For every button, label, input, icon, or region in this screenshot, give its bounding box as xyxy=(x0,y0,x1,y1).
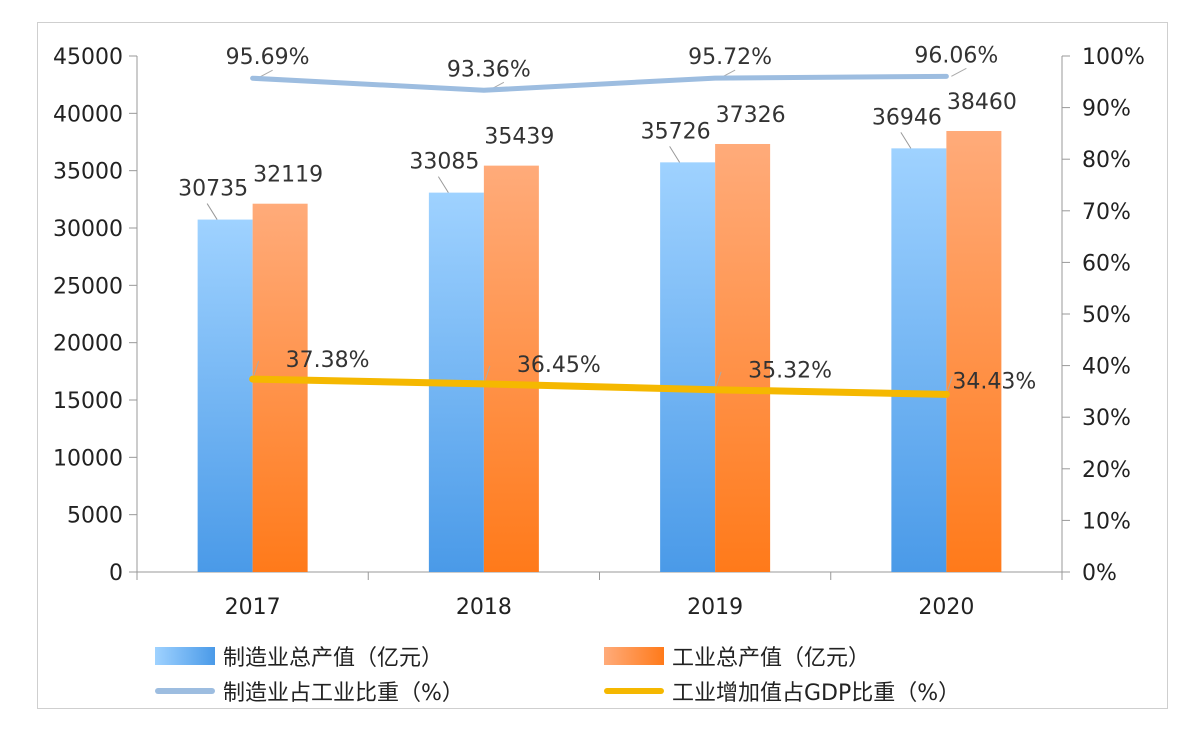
legend-item-gdp-share: 工业增加值占GDP比重（%） xyxy=(604,675,960,707)
left-tick-label: 15000 xyxy=(53,389,123,414)
bar-data-label: 38460 xyxy=(947,90,1017,115)
left-tick-label: 30000 xyxy=(53,217,123,242)
line-data-label: 34.43% xyxy=(952,369,1036,394)
left-tick-label: 0 xyxy=(109,561,123,586)
left-tick-label: 45000 xyxy=(53,45,123,70)
legend-label: 工业总产值（亿元） xyxy=(672,646,871,671)
line-gdp-share xyxy=(249,375,950,398)
legend-item-industrial-output: 工业总产值（亿元） xyxy=(604,640,870,672)
x-tick-label: 2020 xyxy=(918,595,974,620)
right-tick-label: 90% xyxy=(1082,97,1131,122)
bar-industrial-output xyxy=(715,143,771,573)
line-data-label: 36.45% xyxy=(517,353,601,378)
right-tick-label: 80% xyxy=(1082,148,1131,173)
bar-industrial-output xyxy=(946,130,1002,572)
bar-data-label: 33085 xyxy=(409,150,479,175)
right-tick-label: 10% xyxy=(1082,509,1131,534)
bar-data-label: 37326 xyxy=(716,103,786,128)
right-tick-label: 20% xyxy=(1082,458,1131,483)
bar-manufacturing-output xyxy=(660,162,716,573)
line-manufacturing-share xyxy=(250,73,949,93)
right-tick-label: 50% xyxy=(1082,303,1131,328)
right-tick-label: 70% xyxy=(1082,200,1131,225)
data-label-leader xyxy=(206,203,218,220)
line-data-label: 95.72% xyxy=(688,45,772,70)
bar-manufacturing-output xyxy=(197,219,253,572)
left-tick-label: 35000 xyxy=(53,160,123,185)
left-tick-label: 5000 xyxy=(67,504,123,529)
bar-industrial-output xyxy=(483,165,539,572)
legend-label: 制造业总产值（亿元） xyxy=(223,646,444,671)
bar-industrial-output xyxy=(252,203,308,572)
legend-label: 制造业占工业比重（%） xyxy=(223,681,464,706)
right-tick-label: 0% xyxy=(1082,561,1117,586)
legend-swatch-orange-bar xyxy=(604,647,664,665)
legend-swatch-blue-line xyxy=(155,688,215,694)
legend-label: 工业增加值占GDP比重（%） xyxy=(672,681,961,706)
line-data-label: 96.06% xyxy=(914,43,998,68)
x-tick-label: 2018 xyxy=(456,595,512,620)
data-label-leader xyxy=(437,176,449,193)
right-tick-label: 60% xyxy=(1082,251,1131,276)
right-tick-label: 40% xyxy=(1082,355,1131,380)
bar-data-label: 32119 xyxy=(253,163,323,188)
legend-swatch-yellow-line xyxy=(604,688,664,694)
line-data-label: 35.32% xyxy=(748,359,832,384)
bar-manufacturing-output xyxy=(891,148,947,572)
left-tick-label: 40000 xyxy=(53,102,123,127)
legend-item-manufacturing-output: 制造业总产值（亿元） xyxy=(155,640,443,672)
bar-data-label: 36946 xyxy=(872,105,942,130)
x-tick-label: 2019 xyxy=(687,595,743,620)
line-data-label: 95.69% xyxy=(226,45,310,70)
data-label-leader xyxy=(900,132,912,149)
legend-item-manufacturing-share: 制造业占工业比重（%） xyxy=(155,675,464,707)
left-tick-label: 25000 xyxy=(53,274,123,299)
right-tick-label: 30% xyxy=(1082,406,1131,431)
left-tick-label: 10000 xyxy=(53,446,123,471)
bar-data-label: 35726 xyxy=(641,119,711,144)
line-data-label: 37.38% xyxy=(286,348,370,373)
data-label-leader xyxy=(669,146,681,163)
line-data-label: 93.36% xyxy=(447,57,531,82)
bar-data-label: 30735 xyxy=(178,177,248,202)
legend-swatch-blue-bar xyxy=(155,647,215,665)
right-tick-label: 100% xyxy=(1082,45,1145,70)
data-label-leader xyxy=(951,67,967,77)
bar-data-label: 35439 xyxy=(484,125,554,150)
left-tick-label: 20000 xyxy=(53,332,123,357)
x-tick-label: 2017 xyxy=(225,595,281,620)
